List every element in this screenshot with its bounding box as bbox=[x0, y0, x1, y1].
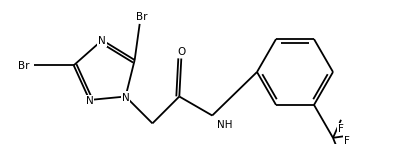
Text: N: N bbox=[122, 92, 129, 103]
Text: Br: Br bbox=[18, 61, 30, 71]
Text: F: F bbox=[343, 136, 349, 144]
Text: N: N bbox=[98, 36, 106, 46]
Text: F: F bbox=[337, 124, 343, 134]
Text: N: N bbox=[85, 96, 93, 106]
Text: O: O bbox=[177, 47, 185, 56]
Text: NH: NH bbox=[217, 120, 232, 129]
Text: Br: Br bbox=[136, 12, 147, 22]
